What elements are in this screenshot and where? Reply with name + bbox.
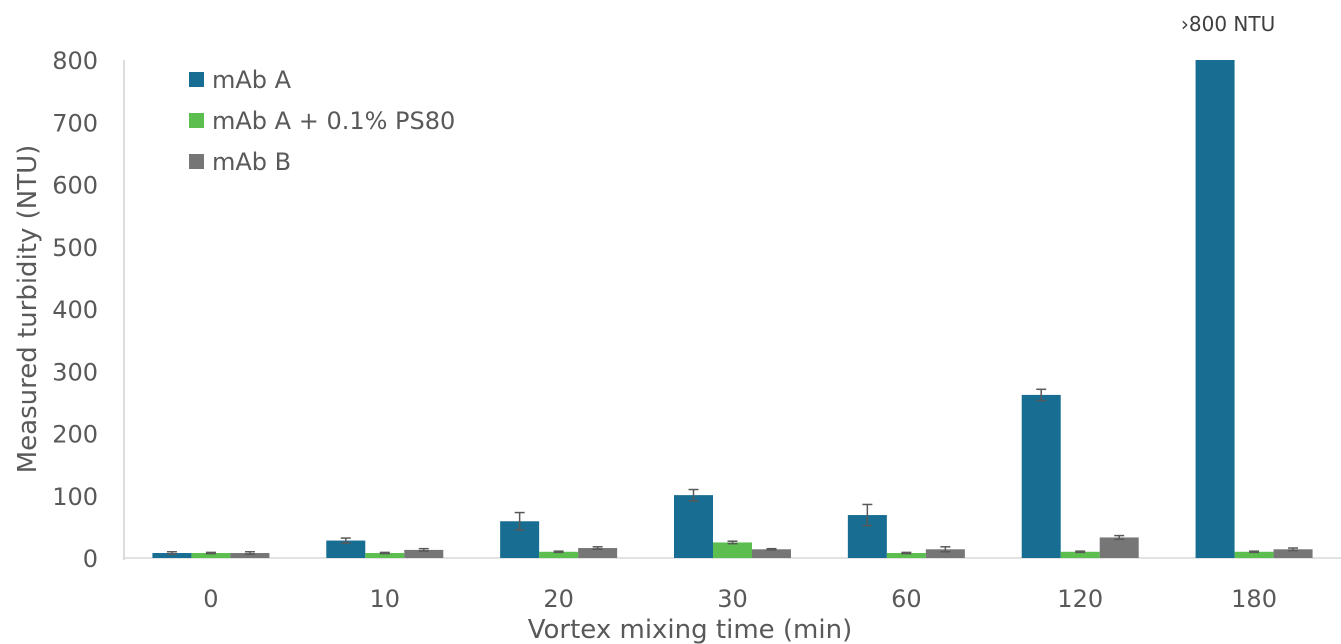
bar [713, 542, 752, 558]
y-tick-label: 600 [52, 172, 98, 200]
y-tick-label: 0 [83, 545, 98, 573]
y-tick-label: 400 [52, 296, 98, 324]
x-tick-label: 180 [1231, 585, 1277, 613]
legend-swatch [189, 113, 204, 128]
y-axis-title: Measured turbidity (NTU) [13, 145, 43, 474]
legend-label: mAb B [212, 148, 291, 176]
error-bar [1075, 551, 1085, 552]
y-tick-labels: 0 100 200 300 400 500 600 700 800 [52, 47, 98, 573]
legend-label: mAb A [212, 66, 292, 94]
y-tick-label: 200 [52, 421, 98, 449]
legend: mAb A mAb A + 0.1% PS80 mAb B [189, 66, 455, 176]
bar [1100, 537, 1139, 558]
bar [1022, 395, 1061, 558]
y-tick-label: 700 [52, 109, 98, 137]
x-axis-title: Vortex mixing time (min) [528, 615, 852, 644]
error-bar [901, 552, 911, 553]
x-tick-label: 120 [1057, 585, 1103, 613]
x-tick-label: 60 [891, 585, 922, 613]
error-bar [554, 551, 564, 552]
legend-swatch [189, 154, 204, 169]
bar [1196, 60, 1235, 558]
x-tick-label: 30 [717, 585, 748, 613]
y-tick-label: 300 [52, 358, 98, 386]
error-bar [1249, 551, 1259, 552]
error-bar [206, 552, 216, 553]
y-tick-label: 500 [52, 234, 98, 262]
x-tick-label: 20 [543, 585, 574, 613]
legend-swatch [189, 72, 204, 87]
x-tick-label: 10 [370, 585, 401, 613]
y-tick-label: 100 [52, 483, 98, 511]
annotation-label: ›800 NTU [1181, 12, 1275, 36]
error-bar [380, 552, 390, 553]
legend-item: mAb A + 0.1% PS80 [189, 107, 455, 135]
error-bar [767, 549, 777, 550]
bar [674, 495, 713, 558]
legend-item: mAb A [189, 66, 292, 94]
y-tick-label: 800 [52, 47, 98, 75]
x-tick-labels: 0 10 20 30 60 120 180 [203, 585, 1277, 613]
legend-label: mAb A + 0.1% PS80 [212, 107, 455, 135]
x-tick-label: 0 [203, 585, 218, 613]
error-bars [167, 389, 1298, 554]
legend-item: mAb B [189, 148, 291, 176]
